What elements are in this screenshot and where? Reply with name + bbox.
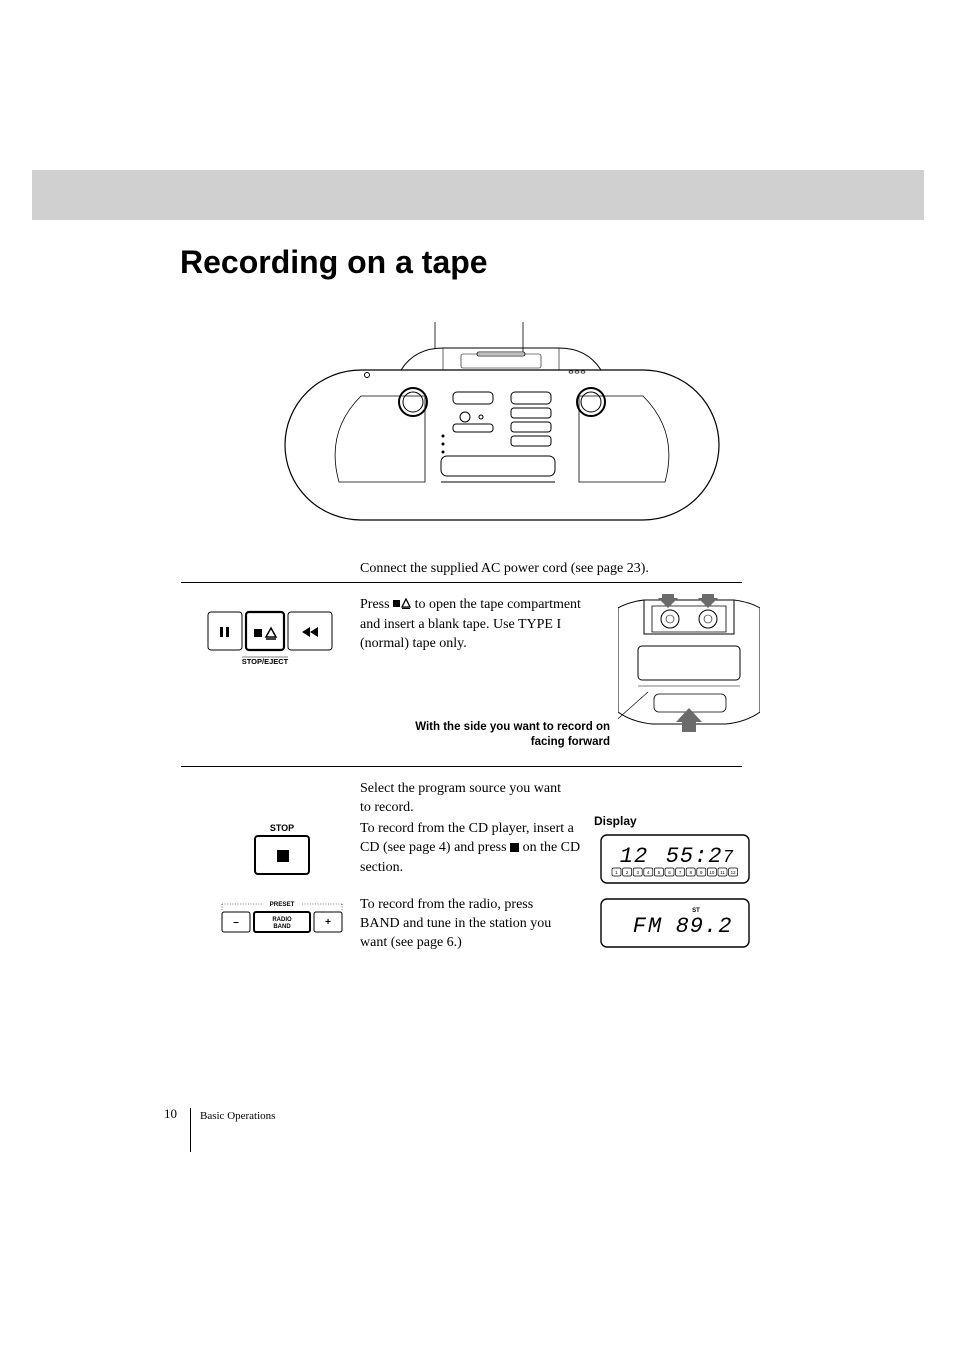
lcd-display-2: FM ST 89.2 [600,898,750,948]
svg-text:8: 8 [689,870,692,875]
svg-text:12: 12 [731,870,737,875]
radio-band-button: PRESET – RADIO BAND + [218,898,346,936]
divider [181,766,742,767]
svg-text:BAND: BAND [273,924,291,930]
svg-text:12: 12 [620,844,648,869]
svg-text:5: 5 [658,870,661,875]
svg-text:+: + [325,917,331,928]
lcd-display-1: 12 55:27 123456789101112 [600,834,750,884]
stop-icon [510,840,519,859]
divider [181,582,742,583]
svg-text:FM: FM [633,914,663,939]
svg-text:89.2: 89.2 [676,914,733,939]
footer-section: Basic Operations [200,1110,275,1122]
stop-button-icon: STOP [249,822,315,878]
svg-text:7: 7 [679,870,682,875]
svg-text:6: 6 [668,870,671,875]
page-title: Recording on a tape [180,244,488,281]
svg-text:10: 10 [709,870,715,875]
svg-text:3: 3 [636,870,639,875]
intro-text: Connect the supplied AC power cord (see … [360,560,649,579]
step1-text: Press to open the tape compartment and i… [360,596,582,654]
svg-text:55:27: 55:27 [666,844,735,869]
svg-text:STOP: STOP [270,823,294,833]
svg-text:RADIO: RADIO [272,917,292,923]
footer-divider [190,1108,191,1152]
device-illustration [265,322,739,540]
svg-text:4: 4 [647,870,650,875]
svg-text:9: 9 [700,870,703,875]
step2-cd-text: To record from the CD player, insert a C… [360,820,584,878]
svg-text:11: 11 [720,870,725,875]
display-label: Display [594,814,637,828]
svg-text:PRESET: PRESET [270,901,295,908]
header-band [32,170,924,220]
step2-intro: Select the program source you want to re… [360,780,572,818]
svg-text:–: – [233,917,239,928]
page-number: 10 [164,1106,177,1122]
step1-caption: With the side you want to record on faci… [410,720,610,750]
stop-eject-panel: STOP/EJECT [206,610,334,674]
svg-text:STOP/EJECT: STOP/EJECT [242,657,289,666]
svg-text:2: 2 [626,870,629,875]
svg-text:1: 1 [615,870,618,875]
tape-compartment-illustration [618,594,760,732]
step1-pre: Press [360,597,393,612]
step2-radio-text: To record from the radio, press BAND and… [360,896,572,953]
stop-eject-icon [393,597,411,616]
